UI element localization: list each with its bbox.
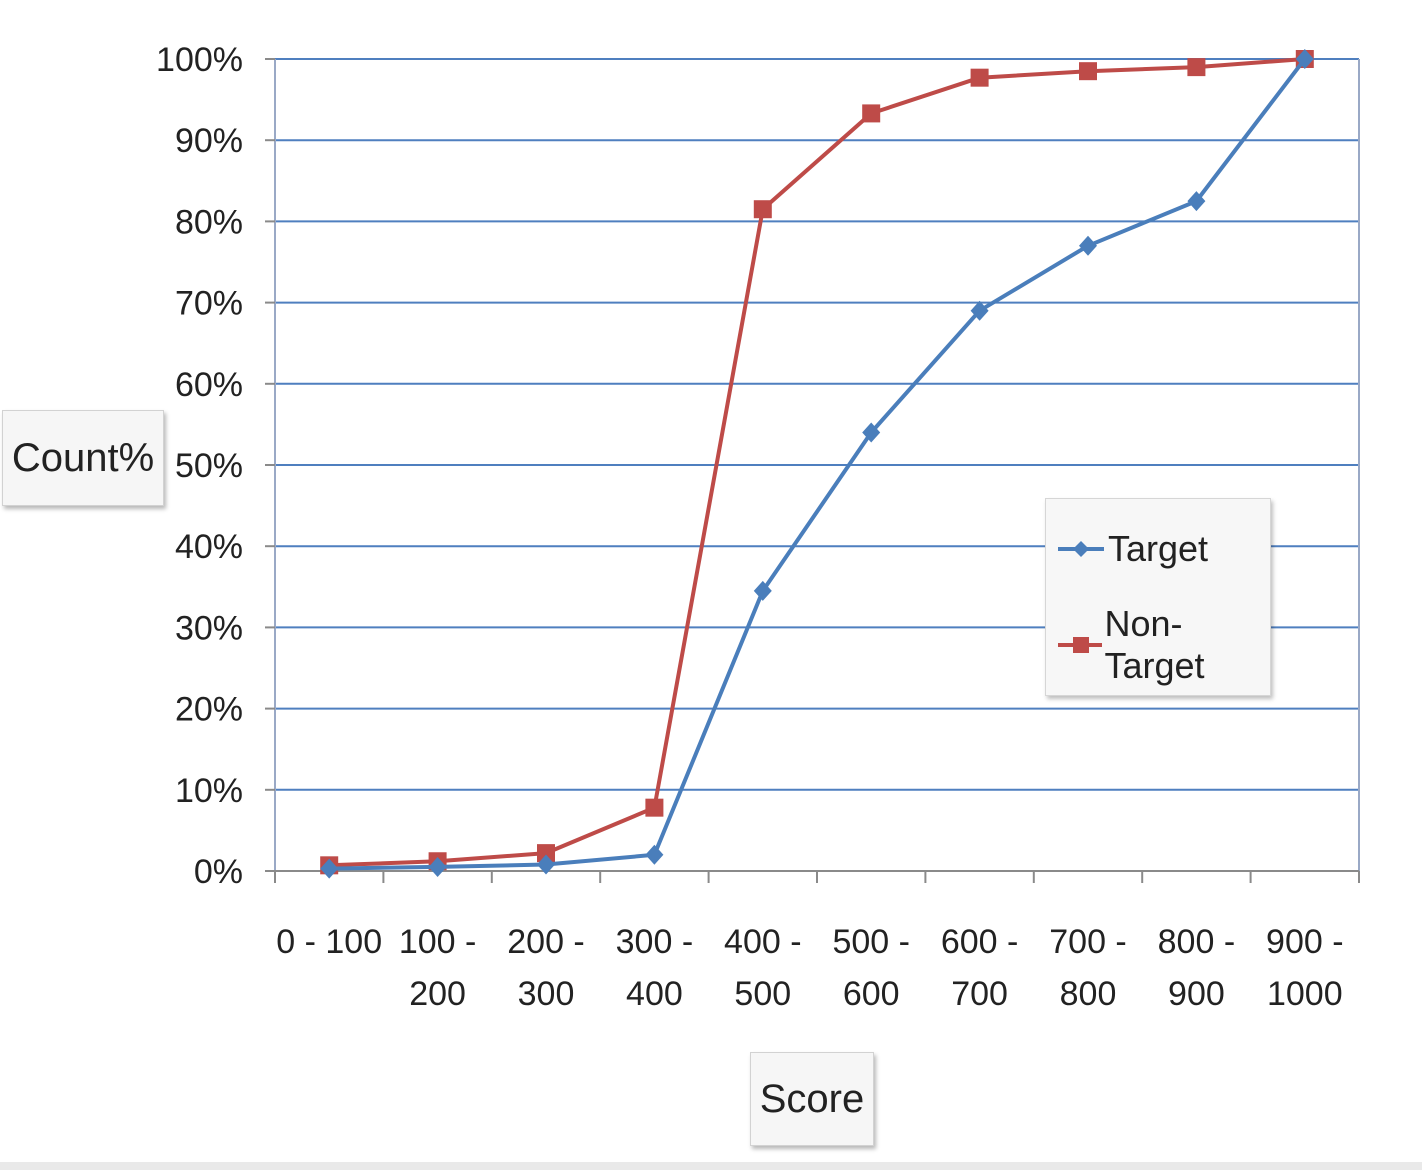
data-point-non-target xyxy=(1079,62,1097,81)
data-point-target xyxy=(753,580,772,601)
x-axis xyxy=(274,870,1360,883)
legend-marker-non-target xyxy=(1058,637,1103,653)
x-axis-title: Score xyxy=(750,1052,874,1146)
y-axis-ticks: 0% 10% 20% 30% 40% 50% 60% 70% 80% 90% 100% xyxy=(156,41,275,891)
legend-label-target: Target xyxy=(1108,528,1209,569)
legend-item-non-target: Non-Target xyxy=(1056,603,1270,686)
x-tick-label: 700 -800 xyxy=(1049,923,1127,1013)
x-tick-label: 100 -200 xyxy=(399,923,477,1013)
y-tick-label: 30% xyxy=(175,609,243,647)
data-point-non-target xyxy=(970,68,989,87)
x-tick-label: 400 -500 xyxy=(724,923,802,1013)
data-point-non-target xyxy=(862,104,881,123)
gridlines xyxy=(274,58,1360,871)
legend-label-non-target: Non-Target xyxy=(1104,603,1205,686)
data-point-target xyxy=(645,844,664,865)
data-point-non-target xyxy=(1187,58,1206,77)
x-tick-label: 500 -600 xyxy=(832,923,910,1013)
series-line-1 xyxy=(329,57,1305,868)
y-tick-label: 10% xyxy=(175,772,243,810)
y-tick-label: 40% xyxy=(175,528,243,566)
legend-marker-target xyxy=(1058,541,1104,557)
x-tick-label: 0 - 100 xyxy=(276,923,382,961)
series-lines xyxy=(320,49,1314,879)
y-tick-label: 60% xyxy=(175,366,243,404)
x-tick-label: 200 -300 xyxy=(507,923,585,1013)
y-tick-label: 90% xyxy=(175,122,243,160)
x-tick-label: 300 -400 xyxy=(616,923,694,1013)
legend: Target Non-Target xyxy=(1045,498,1271,696)
x-tick-label: 600 -700 xyxy=(941,923,1019,1013)
data-point-target xyxy=(1187,191,1206,212)
y-tick-label: 70% xyxy=(175,285,243,323)
data-point-target xyxy=(537,854,555,875)
data-point-non-target xyxy=(753,200,772,219)
y-tick-label: 50% xyxy=(175,447,243,485)
y-axis-title: Count% xyxy=(2,410,164,506)
y-tick-label: 0% xyxy=(194,853,243,891)
data-point-non-target xyxy=(537,844,555,863)
data-point-non-target xyxy=(645,798,664,817)
y-tick-label: 100% xyxy=(156,41,243,79)
y-tick-label: 80% xyxy=(175,203,243,241)
data-point-target xyxy=(970,300,989,321)
data-point-target xyxy=(320,858,339,879)
data-point-target xyxy=(862,422,881,443)
x-tick-label: 800 -900 xyxy=(1158,923,1236,1013)
x-tick-label: 900 -1000 xyxy=(1266,923,1344,1013)
series-line-0 xyxy=(329,57,1307,871)
x-axis-ticks: 0 - 100 100 -200 200 -300 300 -400 400 -500 5… xyxy=(276,923,1343,1013)
data-point-target xyxy=(428,856,447,877)
legend-item-target: Target xyxy=(1056,525,1208,573)
data-point-target xyxy=(1079,235,1097,256)
data-point-target xyxy=(1295,49,1314,69)
y-tick-label: 20% xyxy=(175,691,243,729)
